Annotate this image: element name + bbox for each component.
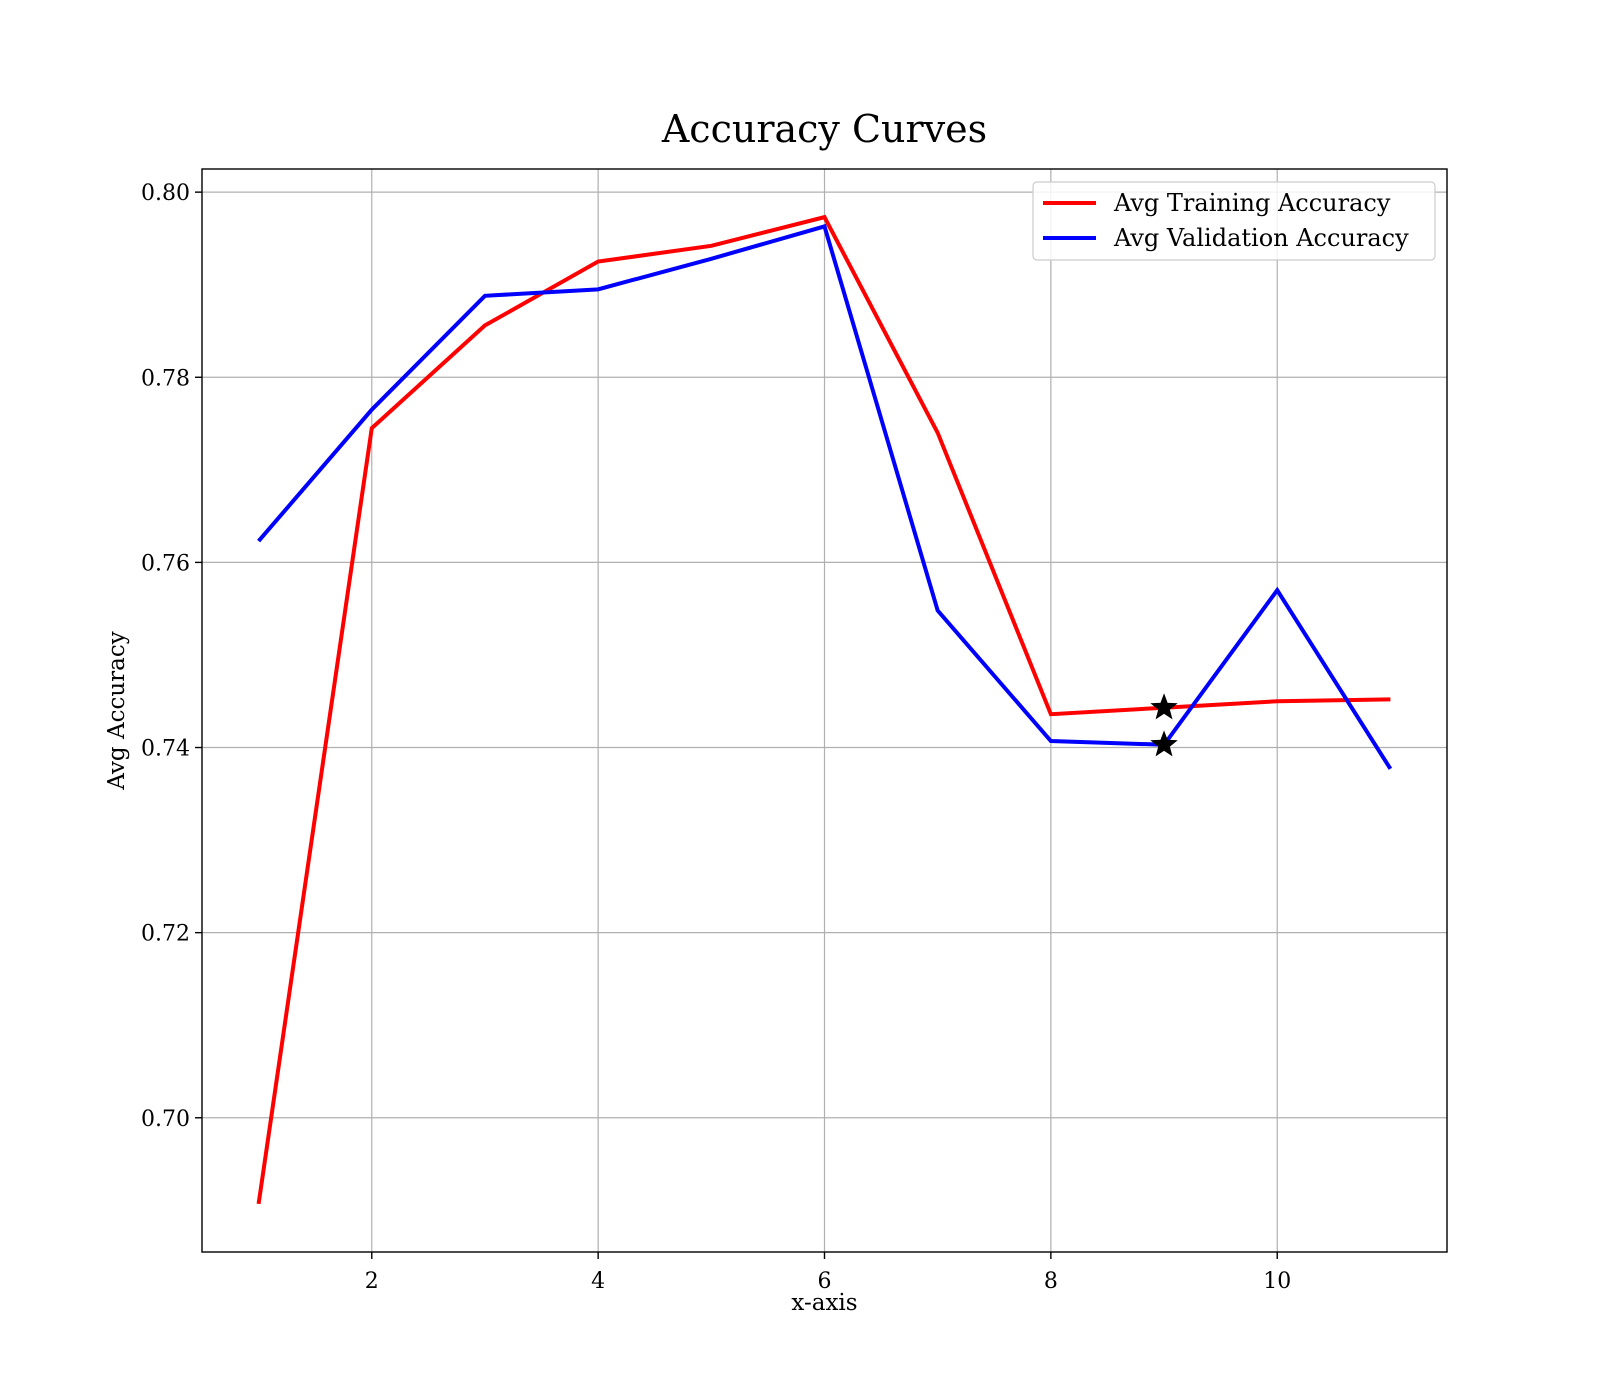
y-tick-label: 0.72 <box>141 922 190 947</box>
x-tick-label: 8 <box>1044 1269 1058 1294</box>
series-layer <box>256 214 1393 1205</box>
legend: Avg Training Accuracy Avg Validation Accu… <box>1032 181 1436 261</box>
tick-layer: 2 4 6 8 10 0.70 0.72 0.74 0.76 0.78 0.80 <box>141 181 1291 1294</box>
x-axis-label: x-axis <box>791 1290 857 1316</box>
star-marker <box>1150 730 1178 757</box>
y-tick-label: 0.78 <box>141 366 190 391</box>
legend-box <box>1032 181 1436 261</box>
series-line-training <box>256 214 1391 1205</box>
x-tick-label: 4 <box>591 1269 605 1294</box>
legend-label: Avg Training Accuracy <box>1113 189 1391 217</box>
chart-title: Accuracy Curves <box>661 107 987 151</box>
marker-layer <box>1150 693 1178 757</box>
y-tick-label: 0.70 <box>141 1107 190 1132</box>
x-tick-label: 10 <box>1263 1269 1291 1294</box>
y-tick-label: 0.76 <box>141 551 190 576</box>
legend-label: Avg Validation Accuracy <box>1113 224 1409 252</box>
y-axis-label: Avg Accuracy <box>104 631 130 790</box>
x-tick-label: 2 <box>365 1269 379 1294</box>
y-tick-label: 0.74 <box>141 737 190 762</box>
star-marker <box>1150 693 1178 720</box>
grid-lines <box>202 169 1447 1252</box>
series-line-validation <box>257 223 1393 770</box>
y-tick-label: 0.80 <box>141 181 190 206</box>
x-tick-label: 6 <box>818 1269 832 1294</box>
